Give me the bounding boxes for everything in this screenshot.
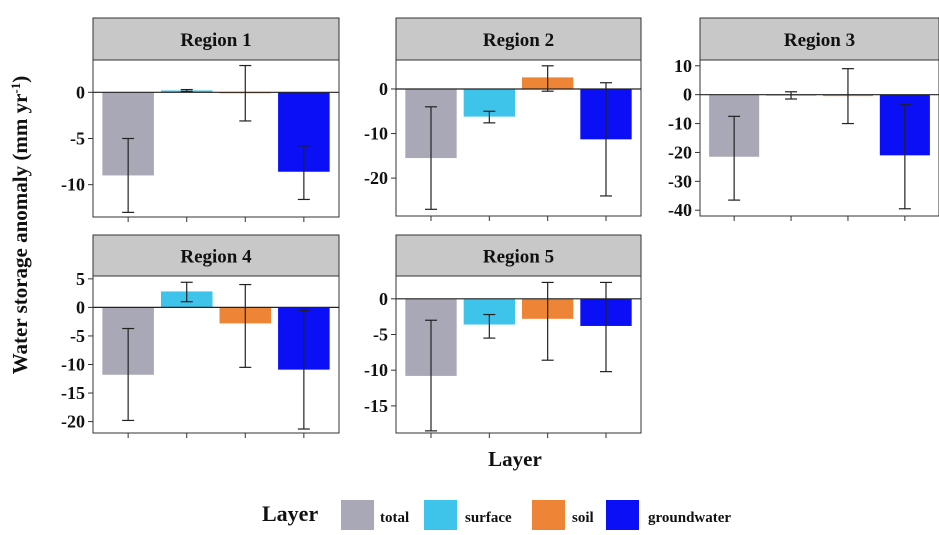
error-bar-groundwater (297, 309, 310, 430)
legend-title: Layer (262, 501, 318, 526)
y-tick-label: 0 (76, 297, 85, 317)
y-axis-title: Water storage anomaly (mm yr-1) (8, 76, 33, 375)
y-tick-label: 0 (379, 289, 388, 309)
y-tick-label: -30 (668, 171, 692, 191)
y-tick-label: -10 (61, 175, 85, 195)
panel-title: Region 2 (483, 30, 554, 51)
legend-key-groundwater (606, 500, 639, 530)
legend-item-surface: surface (424, 500, 512, 530)
legend-key-total (341, 500, 374, 530)
legend-item-soil: soil (532, 500, 594, 530)
panel-region-3: Region 3 10 0 -10 -20 -30 -40 (668, 17, 939, 221)
legend-key-soil (532, 500, 565, 530)
error-bar-total (425, 319, 437, 432)
error-bar-surface (785, 91, 798, 100)
panel-region-2: Region 2 0 -10 -20 (364, 17, 642, 221)
error-bar-groundwater (297, 145, 310, 201)
panel-region-5: Region 5 0 -5 -10 -15 (364, 234, 642, 438)
error-bar-total (122, 137, 135, 213)
y-tick-label: -10 (668, 114, 692, 134)
y-tick-label: 0 (683, 85, 692, 105)
error-bar-soil (239, 64, 252, 122)
y-tick-label: 0 (379, 79, 388, 99)
y-tick-label: -5 (70, 326, 85, 346)
legend-key-surface (424, 500, 457, 530)
panel-region-4: Region 4 5 0 -5 -10 -15 -20 (61, 234, 340, 438)
y-tick-label: -10 (364, 124, 388, 144)
error-bar-total (122, 327, 135, 422)
error-bar-soil (541, 281, 554, 361)
legend-item-total: total (341, 500, 409, 530)
legend-label: soil (572, 510, 594, 526)
y-axis-title-close: ) (8, 76, 32, 83)
error-bar-soil (541, 65, 554, 92)
error-bar-surface (180, 281, 193, 303)
legend-items: total surface soil groundwater (341, 500, 731, 530)
y-tick-label: -5 (373, 325, 388, 345)
error-bar-groundwater (600, 281, 612, 373)
legend-label: total (380, 510, 409, 526)
y-tick-label: -15 (364, 396, 388, 416)
y-axis-title-sup: -1 (8, 83, 23, 94)
legend: Layer total surface soil groundwater (262, 500, 731, 530)
error-bar-total (425, 106, 437, 210)
panel-strip (395, 17, 642, 61)
y-axis-title-main: Water storage anomaly (mm yr (8, 94, 32, 375)
error-bar-soil (841, 68, 854, 125)
panel-region-1: Region 1 0 -5 -10 (61, 17, 340, 222)
panel-title: Region 3 (784, 30, 855, 51)
legend-label: groundwater (648, 510, 731, 526)
y-tick-label: 0 (76, 82, 85, 102)
legend-item-groundwater: groundwater (606, 500, 731, 530)
error-bar-soil (239, 283, 252, 368)
panel-strip (395, 234, 642, 277)
panel-title: Region 1 (180, 30, 251, 51)
panels: Region 1 0 -5 -10 Region 2 0 -10 -20 Region 3 10 0… (61, 17, 939, 438)
y-tick-label: -20 (61, 412, 85, 432)
y-tick-label: -20 (364, 168, 388, 188)
error-bar-surface (483, 110, 496, 124)
y-tick-label: -5 (70, 129, 85, 149)
error-bar-surface (483, 313, 496, 339)
legend-label: surface (465, 510, 512, 526)
y-tick-label: -10 (364, 360, 388, 380)
error-bar-surface (180, 88, 193, 93)
y-tick-label: 5 (76, 269, 85, 289)
x-axis-title: Layer (488, 447, 542, 471)
error-bar-groundwater (898, 104, 911, 210)
y-tick-label: -15 (61, 383, 85, 403)
y-tick-label: -40 (668, 200, 692, 220)
y-tick-label: -20 (668, 142, 692, 162)
panel-title: Region 4 (180, 247, 252, 268)
panel-title: Region 5 (483, 247, 554, 268)
error-bar-total (728, 115, 741, 201)
y-tick-label: 10 (674, 56, 692, 76)
panel-strip (92, 17, 340, 61)
panel-strip (699, 17, 939, 61)
y-tick-label: -10 (61, 354, 85, 374)
error-bar-groundwater (600, 82, 612, 197)
